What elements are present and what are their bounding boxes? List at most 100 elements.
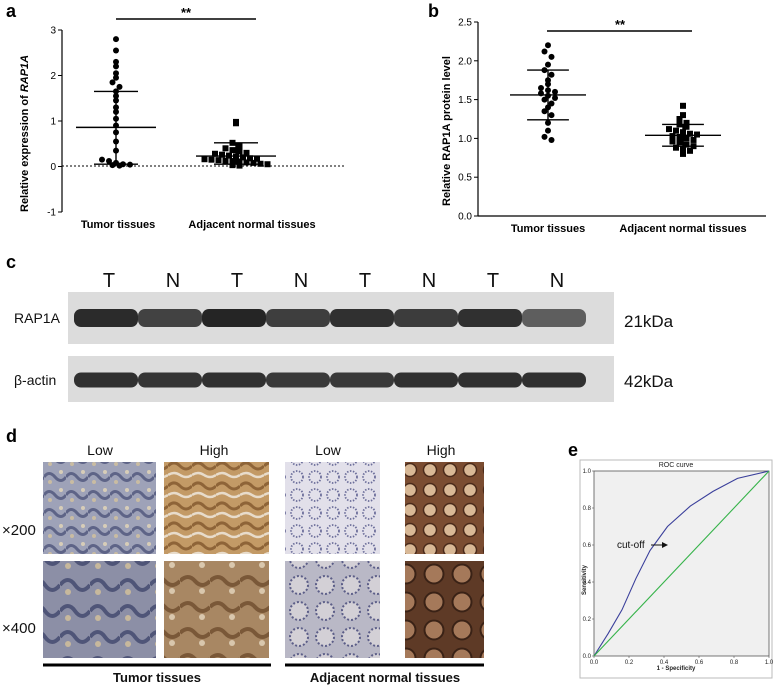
data-point-tumor	[113, 58, 119, 65]
roc-y-tick-label: 0.6	[583, 543, 592, 549]
data-point-normal	[208, 156, 215, 163]
data-point-tumor	[541, 96, 548, 103]
roc-x-tick-label: 0.8	[730, 660, 739, 666]
panel-label-d: d	[6, 426, 17, 446]
data-point-tumor	[548, 53, 555, 60]
blot-kda-beta-actin: 42kDa	[624, 372, 674, 391]
data-point-tumor	[548, 71, 555, 78]
roc-y-axis-label: Sensitivity	[582, 564, 588, 595]
data-point-tumor	[545, 119, 551, 126]
blot-lane-label: T	[231, 270, 243, 292]
panel-label-c: c	[6, 252, 16, 272]
roc-x-tick-label: 0.6	[695, 660, 704, 666]
ihc-image-normal-low-400	[285, 561, 380, 658]
blot-band	[202, 309, 266, 327]
data-point-normal	[673, 127, 679, 134]
data-point-normal	[250, 159, 257, 166]
ihc-group-label-normal: Adjacent normal tissues	[310, 670, 460, 685]
data-point-tumor	[113, 36, 119, 43]
data-point-normal	[240, 154, 246, 161]
data-point-normal	[680, 112, 686, 119]
blot-band	[394, 309, 458, 327]
data-point-normal	[680, 146, 686, 153]
y-tick-label: 1.5	[458, 95, 472, 106]
panel-b-y-ticks: 0.0 0.5 1.0 1.5 2.0 2.5	[458, 18, 478, 223]
blot-band	[330, 309, 394, 327]
ihc-image-tumor-low-400	[43, 561, 156, 658]
data-point-tumor	[552, 95, 558, 102]
blot-band	[266, 309, 330, 327]
ihc-group-label-tumor: Tumor tissues	[113, 670, 201, 685]
data-point-normal	[683, 119, 690, 126]
roc-lines	[593, 470, 770, 657]
panel-label-b: b	[428, 1, 439, 21]
blot-lane-label: N	[166, 270, 180, 292]
blot-band	[394, 372, 458, 388]
data-point-normal	[236, 148, 243, 155]
roc-y-tick-label: 1.0	[583, 469, 592, 475]
data-point-normal	[676, 139, 683, 146]
panel-label-e: e	[568, 440, 578, 460]
roc-reference-line	[593, 470, 770, 657]
data-point-normal	[243, 159, 250, 166]
data-point-normal	[687, 130, 693, 137]
data-point-normal	[683, 141, 690, 148]
data-point-normal	[680, 150, 686, 157]
panel-a-category-tumor: Tumor tissues	[81, 219, 155, 231]
y-tick-label: 2.5	[458, 18, 472, 29]
western-blot-panel: T N T N T N T N RAP1A β-actin 21kDa 42kDa	[14, 270, 674, 402]
blot-band	[202, 372, 266, 388]
blot-band	[138, 309, 202, 327]
data-point-normal	[669, 138, 676, 145]
data-point-tumor	[548, 136, 555, 143]
blot-band	[138, 372, 202, 388]
roc-x-axis-label: 1 - Specificity	[657, 666, 696, 672]
data-point-tumor	[99, 156, 105, 163]
data-point-tumor	[113, 70, 119, 77]
data-point-normal	[254, 155, 260, 162]
y-tick-label: 1	[50, 117, 56, 128]
roc-x-tick-label: 0.0	[590, 660, 599, 666]
data-point-normal	[669, 133, 676, 140]
blot-lane-label: T	[359, 270, 371, 292]
panel-a-y-ticks: -1 0 1 2 3	[47, 26, 62, 219]
panel-b-scatter-chart: 0.0 0.5 1.0 1.5 2.0 2.5 Relative RAP1A protei…	[441, 17, 766, 235]
ihc-panel: Low High Low High ×200 ×400 Tumor tissue…	[2, 442, 484, 685]
ihc-col-normal-high: High	[427, 442, 456, 458]
panel-b-y-axis-label: Relative RAP1A protein level	[441, 56, 453, 206]
y-tick-label: 2.0	[458, 56, 472, 67]
ihc-row-400x: ×400	[2, 620, 36, 637]
panel-b-points	[510, 42, 721, 157]
data-point-normal	[222, 145, 229, 152]
data-point-tumor	[538, 84, 544, 91]
ihc-col-tumor-low: Low	[87, 442, 114, 458]
blot-lane-label: N	[294, 270, 308, 292]
y-tick-label: 0.0	[458, 212, 472, 223]
roc-y-tick-label: 0.0	[583, 654, 592, 660]
blot-band	[266, 372, 330, 388]
roc-title: ROC curve	[659, 462, 694, 469]
panel-a-scatter-chart: -1 0 1 2 3 Relative expression of RAP1A ** T…	[19, 5, 345, 231]
roc-y-tick-label: 0.4	[583, 580, 592, 586]
data-point-normal	[690, 136, 697, 143]
blot-lane-label: T	[103, 270, 115, 292]
data-point-tumor	[545, 42, 551, 49]
data-point-normal	[212, 150, 218, 157]
ihc-col-normal-low: Low	[315, 442, 342, 458]
blot-band	[74, 309, 138, 327]
data-point-normal	[236, 162, 243, 169]
data-point-normal	[229, 158, 236, 165]
data-point-normal	[683, 123, 690, 130]
data-point-normal	[236, 158, 243, 165]
panel-b-category-normal: Adjacent normal tissues	[619, 223, 746, 235]
panel-label-a: a	[6, 1, 17, 21]
roc-x-tick-label: 0.4	[660, 660, 669, 666]
data-point-tumor	[548, 100, 555, 107]
y-tick-label: 2	[50, 71, 56, 82]
ihc-row-200x: ×200	[2, 522, 36, 539]
data-point-normal	[676, 133, 683, 140]
y-tick-label: 3	[50, 26, 56, 37]
roc-y-tick-label: 0.2	[583, 617, 592, 623]
ihc-image-tumor-high-200	[164, 462, 269, 554]
